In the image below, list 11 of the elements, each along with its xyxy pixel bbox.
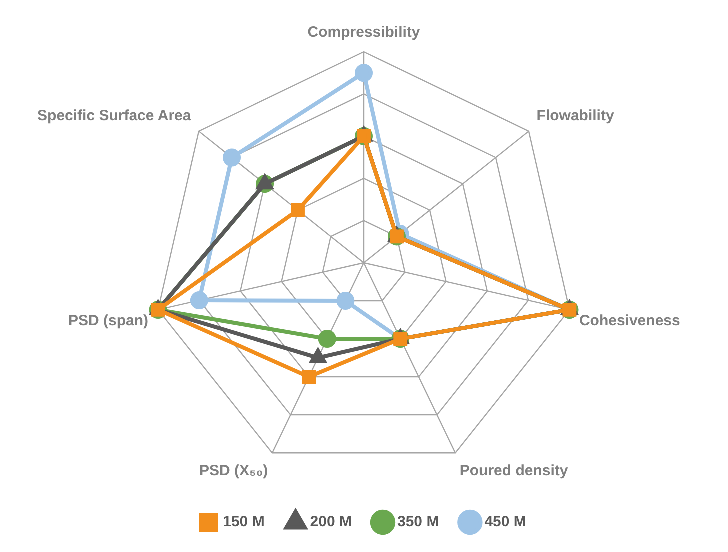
- spoke-label: Specific Surface Area: [38, 107, 192, 124]
- spoke-label: Flowability: [536, 107, 615, 124]
- legend-label: 350 M: [398, 514, 440, 531]
- spoke-label: Cohesiveness: [579, 312, 680, 330]
- spoke-label: PSD (span): [68, 312, 149, 330]
- spoke-label: Compressibility: [308, 24, 421, 42]
- legend-label: 450 M: [484, 514, 526, 531]
- legend-label: 200 M: [310, 514, 352, 531]
- legend-label: 150 M: [223, 514, 265, 531]
- spoke-label: Poured density: [460, 462, 569, 480]
- spoke-label: PSD (X₅₀): [199, 462, 268, 480]
